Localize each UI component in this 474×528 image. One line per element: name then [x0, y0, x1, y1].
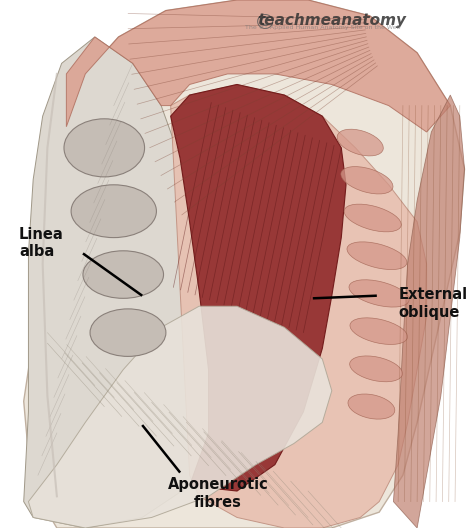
Text: Aponeurotic
fibres: Aponeurotic fibres — [168, 477, 268, 510]
Ellipse shape — [348, 394, 395, 419]
Polygon shape — [24, 0, 465, 528]
Polygon shape — [24, 37, 209, 528]
Ellipse shape — [90, 309, 166, 356]
Text: Linea
alba: Linea alba — [19, 227, 64, 259]
Ellipse shape — [341, 167, 393, 194]
Ellipse shape — [350, 356, 402, 382]
Ellipse shape — [71, 185, 156, 238]
Ellipse shape — [350, 318, 408, 344]
Text: ©: © — [254, 13, 277, 33]
Polygon shape — [171, 84, 427, 528]
Polygon shape — [171, 84, 346, 491]
Polygon shape — [66, 0, 450, 132]
Text: teachmeanatomy: teachmeanatomy — [257, 13, 406, 27]
Ellipse shape — [349, 280, 409, 307]
Text: External
oblique: External oblique — [398, 287, 467, 320]
Ellipse shape — [337, 129, 383, 156]
Ellipse shape — [64, 119, 145, 177]
Ellipse shape — [344, 204, 401, 232]
Polygon shape — [393, 95, 465, 528]
Text: The #1 Applied Human Anatomy Site on the Web: The #1 Applied Human Anatomy Site on the… — [245, 25, 400, 30]
Polygon shape — [28, 306, 332, 528]
Ellipse shape — [347, 242, 407, 270]
Ellipse shape — [83, 251, 164, 298]
